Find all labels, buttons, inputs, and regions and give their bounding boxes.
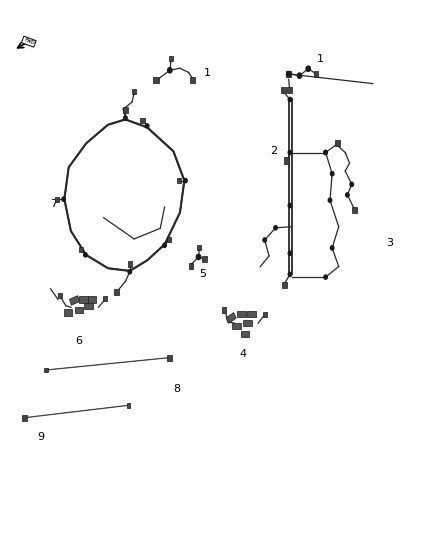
Circle shape bbox=[163, 243, 166, 247]
Circle shape bbox=[324, 150, 327, 155]
Text: 1: 1 bbox=[317, 54, 324, 64]
Bar bbox=[127, 261, 132, 266]
Bar bbox=[22, 415, 27, 421]
Bar bbox=[169, 56, 173, 61]
Circle shape bbox=[124, 116, 127, 120]
Bar bbox=[114, 289, 119, 295]
Text: 4: 4 bbox=[240, 349, 247, 359]
Text: 7: 7 bbox=[50, 199, 57, 209]
Circle shape bbox=[297, 73, 302, 78]
Bar bbox=[237, 311, 246, 317]
Text: FWD: FWD bbox=[23, 37, 35, 46]
Bar bbox=[79, 296, 88, 303]
Bar bbox=[123, 108, 127, 113]
Bar bbox=[226, 312, 236, 324]
Bar bbox=[55, 197, 59, 202]
Circle shape bbox=[184, 179, 187, 183]
Bar bbox=[167, 355, 172, 361]
Bar bbox=[262, 312, 267, 317]
Circle shape bbox=[288, 204, 292, 208]
Bar bbox=[141, 118, 145, 123]
Text: 1: 1 bbox=[204, 68, 211, 78]
Bar bbox=[222, 308, 226, 313]
Text: 3: 3 bbox=[387, 238, 394, 248]
Bar bbox=[58, 293, 62, 298]
Circle shape bbox=[286, 71, 291, 77]
Bar bbox=[336, 140, 340, 146]
Bar bbox=[127, 403, 130, 408]
Bar bbox=[132, 89, 136, 94]
Circle shape bbox=[62, 197, 65, 201]
Circle shape bbox=[328, 198, 332, 203]
Text: 2: 2 bbox=[270, 146, 278, 156]
Text: 6: 6 bbox=[75, 336, 82, 346]
Bar bbox=[167, 237, 171, 243]
Circle shape bbox=[346, 193, 349, 197]
Circle shape bbox=[288, 251, 292, 255]
Circle shape bbox=[84, 253, 87, 257]
Bar bbox=[177, 178, 181, 183]
Circle shape bbox=[168, 68, 172, 73]
Circle shape bbox=[330, 172, 334, 176]
Text: 9: 9 bbox=[37, 432, 44, 442]
Bar bbox=[284, 157, 289, 164]
Circle shape bbox=[288, 98, 292, 102]
Bar bbox=[64, 310, 72, 316]
Bar bbox=[45, 368, 48, 372]
Bar bbox=[241, 330, 250, 337]
Circle shape bbox=[306, 66, 311, 71]
Circle shape bbox=[350, 182, 353, 187]
Bar bbox=[314, 71, 318, 77]
Bar bbox=[247, 311, 256, 317]
Circle shape bbox=[288, 272, 292, 277]
Bar bbox=[88, 296, 96, 303]
Circle shape bbox=[324, 150, 327, 155]
Bar bbox=[286, 71, 291, 77]
Bar bbox=[202, 256, 207, 262]
Bar bbox=[74, 307, 83, 313]
Circle shape bbox=[128, 270, 131, 274]
Bar bbox=[188, 263, 193, 269]
Bar bbox=[198, 245, 201, 250]
Bar bbox=[70, 296, 79, 305]
Bar bbox=[191, 77, 195, 83]
Text: 8: 8 bbox=[173, 384, 180, 394]
Circle shape bbox=[324, 275, 327, 279]
Bar bbox=[78, 247, 83, 252]
Bar bbox=[232, 322, 241, 329]
Bar bbox=[287, 87, 292, 93]
Bar bbox=[84, 303, 93, 309]
Circle shape bbox=[263, 238, 266, 242]
Text: 5: 5 bbox=[199, 269, 206, 279]
Bar bbox=[281, 87, 286, 93]
Circle shape bbox=[288, 150, 292, 155]
Bar bbox=[243, 320, 252, 326]
Bar bbox=[353, 207, 357, 213]
Circle shape bbox=[145, 124, 149, 128]
Circle shape bbox=[274, 225, 277, 230]
Circle shape bbox=[330, 246, 334, 250]
Bar bbox=[103, 296, 107, 301]
Circle shape bbox=[196, 254, 201, 260]
Bar bbox=[282, 282, 287, 288]
Bar bbox=[153, 77, 159, 83]
